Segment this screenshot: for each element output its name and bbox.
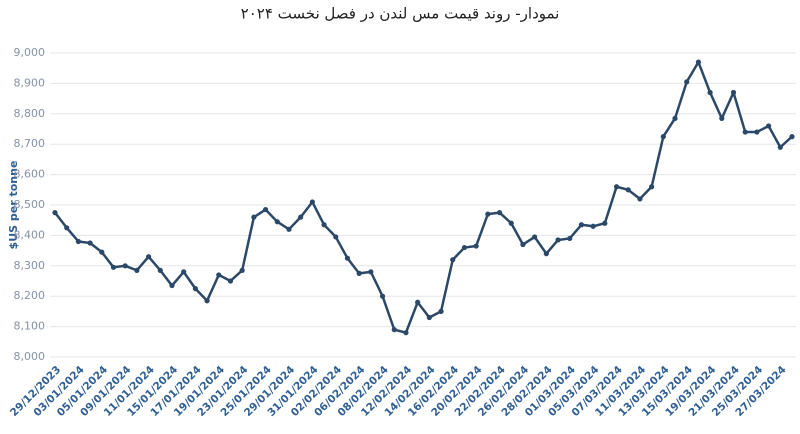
marker: [695, 59, 702, 65]
marker: [590, 223, 596, 229]
y-tick-label: 8,700: [14, 137, 46, 150]
marker: [192, 286, 198, 292]
marker: [415, 299, 421, 305]
chart-title: نمودار- روند قیمت مس لندن در فصل نخست ۲۰…: [241, 5, 560, 23]
marker: [602, 220, 608, 226]
y-tick-label: 8,500: [14, 198, 46, 211]
y-tick-label: 8,000: [14, 350, 46, 363]
marker: [368, 269, 374, 275]
marker: [473, 243, 479, 249]
marker: [707, 89, 713, 96]
line: [54, 60, 793, 334]
marker: [403, 330, 409, 336]
marker: [75, 238, 81, 245]
y-tick-label: 8,200: [14, 289, 46, 302]
marker: [508, 220, 514, 226]
marker: [122, 263, 128, 269]
marker: [649, 184, 655, 190]
marker: [251, 214, 257, 220]
marker: [637, 196, 643, 202]
y-tick-label: 8,100: [14, 320, 46, 333]
marker: [461, 244, 468, 251]
marker: [309, 199, 315, 205]
marker: [789, 134, 795, 140]
marker: [625, 187, 631, 193]
y-tick-label: 8,300: [14, 259, 46, 272]
marker: [578, 222, 585, 228]
marker: [543, 251, 549, 257]
marker: [391, 327, 397, 333]
marker: [660, 134, 666, 140]
marker: [379, 293, 386, 299]
marker: [64, 225, 70, 231]
marker: [777, 144, 783, 150]
marker: [181, 269, 187, 275]
marker: [321, 222, 327, 228]
marker: [239, 267, 245, 273]
marker: [333, 234, 339, 240]
marker: [766, 123, 772, 129]
marker: [274, 219, 280, 225]
marker: [157, 267, 163, 273]
marker: [344, 255, 351, 261]
y-tick-label: 8,600: [14, 168, 46, 181]
marker: [169, 282, 175, 289]
marker: [262, 206, 269, 213]
marker: [532, 234, 538, 240]
y-axis-label: $US per tonne: [7, 161, 20, 250]
marker: [613, 184, 620, 190]
marker: [730, 89, 737, 96]
marker: [298, 214, 304, 220]
marker: [134, 267, 140, 273]
marker: [485, 211, 491, 217]
marker: [145, 254, 152, 260]
marker: [204, 298, 210, 304]
marker: [719, 115, 725, 121]
marker: [286, 226, 292, 232]
y-tick-label: 8,800: [14, 107, 46, 120]
marker: [87, 240, 93, 246]
marker: [450, 257, 456, 263]
marker: [555, 237, 561, 243]
marker: [567, 235, 573, 242]
marker: [754, 129, 760, 135]
marker: [356, 270, 362, 276]
marker: [438, 308, 444, 314]
y-tick-label: 9,000: [14, 46, 46, 59]
marker: [672, 115, 678, 121]
marker: [216, 272, 222, 278]
marker: [227, 278, 234, 284]
marker: [426, 314, 432, 321]
marker: [52, 210, 58, 216]
marker: [520, 241, 526, 248]
marker: [496, 210, 503, 216]
y-tick-label: 8,900: [14, 76, 46, 89]
marker: [684, 79, 690, 85]
y-tick-label: 8,400: [14, 228, 46, 241]
marker: [99, 249, 105, 255]
marker: [110, 264, 117, 270]
marker: [742, 129, 748, 135]
